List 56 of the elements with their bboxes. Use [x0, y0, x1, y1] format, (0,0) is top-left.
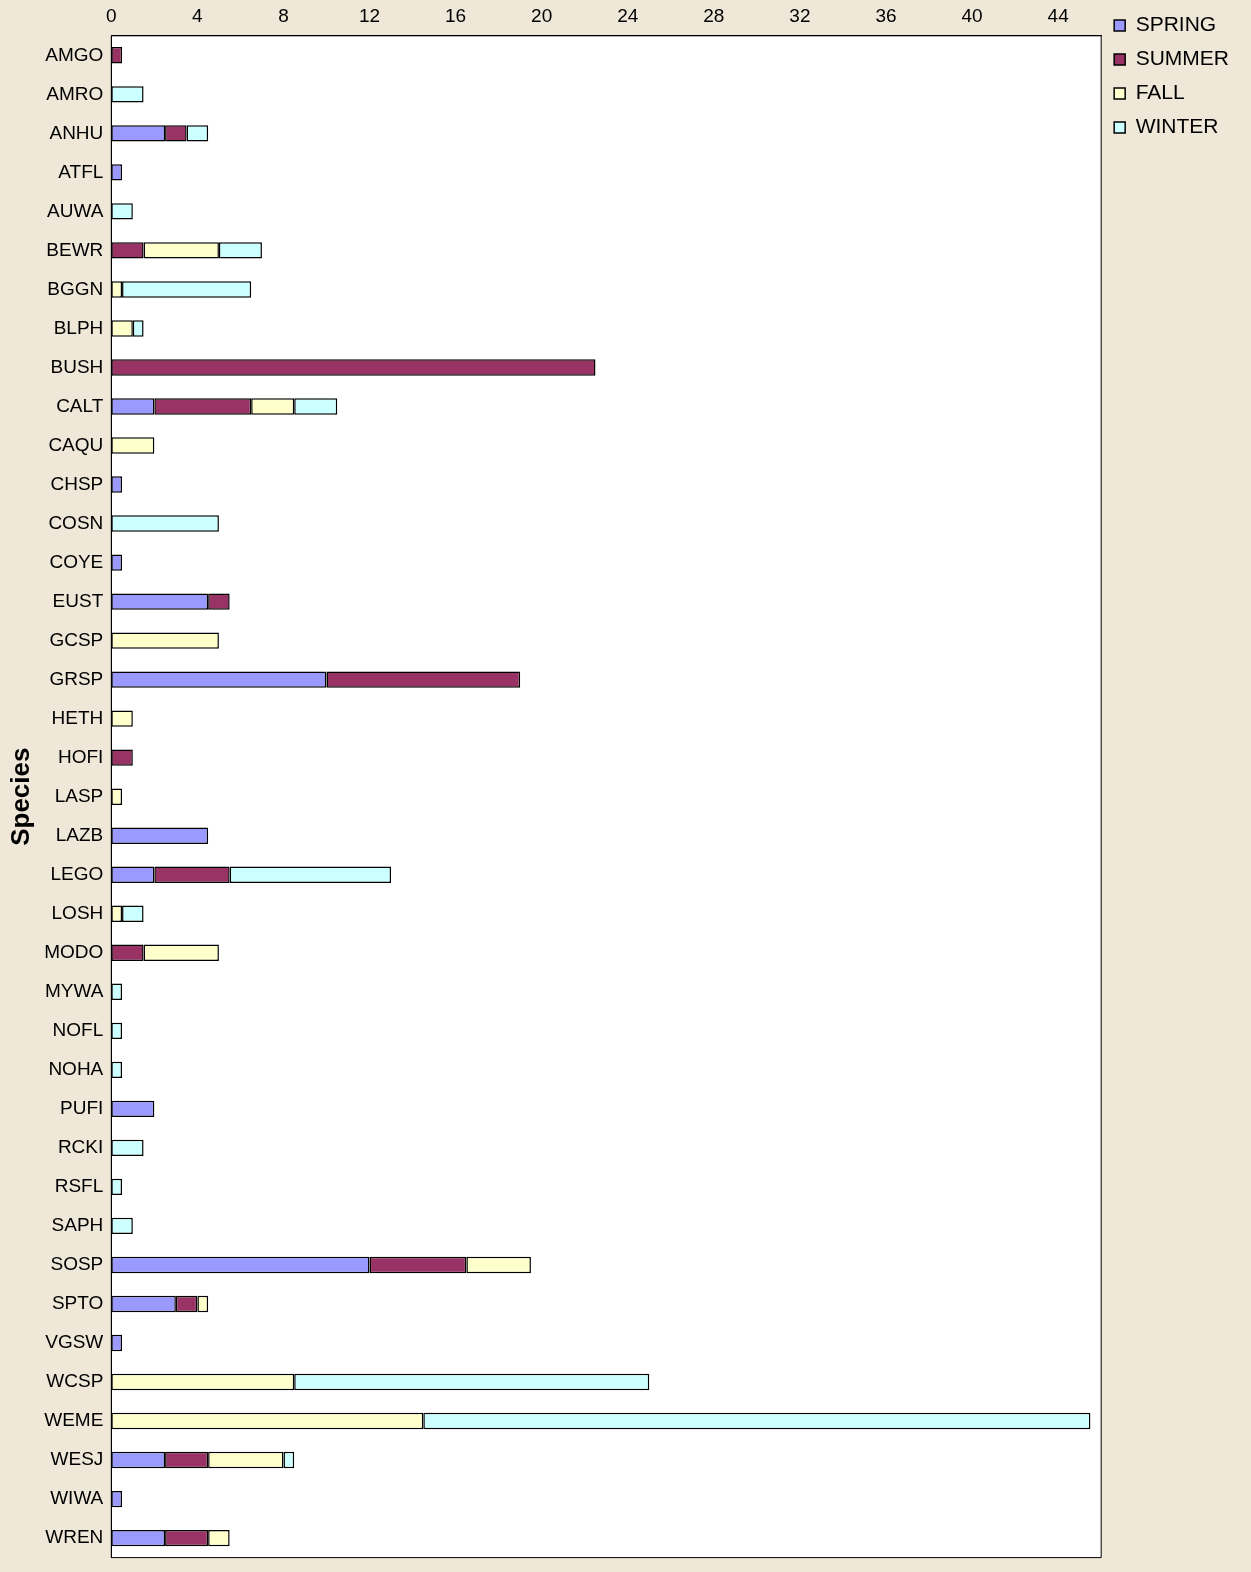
y-tick-label: AMGO [45, 43, 104, 65]
y-tick-label: WEME [44, 1409, 104, 1431]
y-tick-label: LOSH [51, 902, 104, 923]
x-tick-label: 8 [278, 4, 289, 26]
x-tick-label: 16 [445, 4, 467, 26]
y-tick-label: NOFL [52, 1019, 104, 1041]
y-tick-label: CAQU [48, 433, 104, 455]
legend-label: SUMMER [1135, 46, 1230, 70]
y-tick-label: LEGO [50, 862, 104, 884]
y-tick-label: BEWR [46, 238, 104, 260]
legend-label: SPRING [1135, 12, 1217, 36]
x-tick-label: 44 [1047, 4, 1070, 26]
y-tick-label: SPTO [51, 1292, 104, 1314]
x-tick-label: 20 [531, 4, 553, 26]
y-tick-label: MYWA [44, 980, 104, 1002]
y-tick-label: LAZB [55, 823, 104, 845]
y-tick-label: MODO [44, 941, 104, 963]
y-tick-label: SAPH [51, 1214, 104, 1236]
y-tick-label: ANHU [49, 121, 104, 143]
y-tick-label: SOSP [50, 1253, 104, 1275]
y-tick-label: BUSH [50, 355, 104, 377]
y-tick-label: WESJ [50, 1448, 104, 1470]
legend-label: WINTER [1135, 114, 1219, 138]
y-tick-label: GCSP [49, 628, 104, 650]
x-tick-label: 12 [358, 4, 381, 26]
y-tick-label: GRSP [49, 667, 104, 689]
y-tick-label: BLPH [53, 316, 104, 338]
y-tick-label: RSFL [54, 1175, 104, 1197]
y-tick-label: ATFL [58, 160, 104, 182]
y-tick-label: AMRO [46, 82, 104, 104]
y-tick-label: WREN [45, 1526, 104, 1548]
y-tick-label: VGSW [45, 1331, 104, 1353]
y-tick-label: WIWA [50, 1487, 104, 1509]
y-tick-label: PUFI [60, 1097, 104, 1119]
y-tick-label: AUWA [47, 199, 104, 221]
y-tick-label: CHSP [50, 472, 104, 494]
y-tick-label: HOFI [57, 745, 104, 767]
y-tick-label: CALT [56, 394, 104, 416]
x-tick-label: 4 [192, 4, 204, 26]
y-tick-label: EUST [52, 589, 104, 611]
x-tick-label: 40 [961, 4, 983, 26]
y-tick-label: HETH [51, 706, 104, 728]
x-tick-label: 36 [875, 4, 897, 26]
y-tick-label: RCKI [57, 1136, 104, 1158]
y-tick-label: COYE [49, 550, 104, 572]
y-tick-label: BGGN [47, 277, 104, 299]
x-tick-label: 32 [789, 4, 811, 26]
y-tick-label: COSN [48, 511, 104, 533]
y-axis-title: Species [4, 747, 35, 846]
x-tick-label: 24 [617, 4, 639, 26]
y-tick-label: LASP [54, 784, 104, 806]
legend-label: FALL [1135, 80, 1185, 104]
x-tick-label: 0 [106, 4, 117, 26]
y-tick-label: NOHA [48, 1058, 104, 1080]
y-tick-label: WCSP [46, 1370, 104, 1392]
x-tick-label: 28 [703, 4, 725, 26]
